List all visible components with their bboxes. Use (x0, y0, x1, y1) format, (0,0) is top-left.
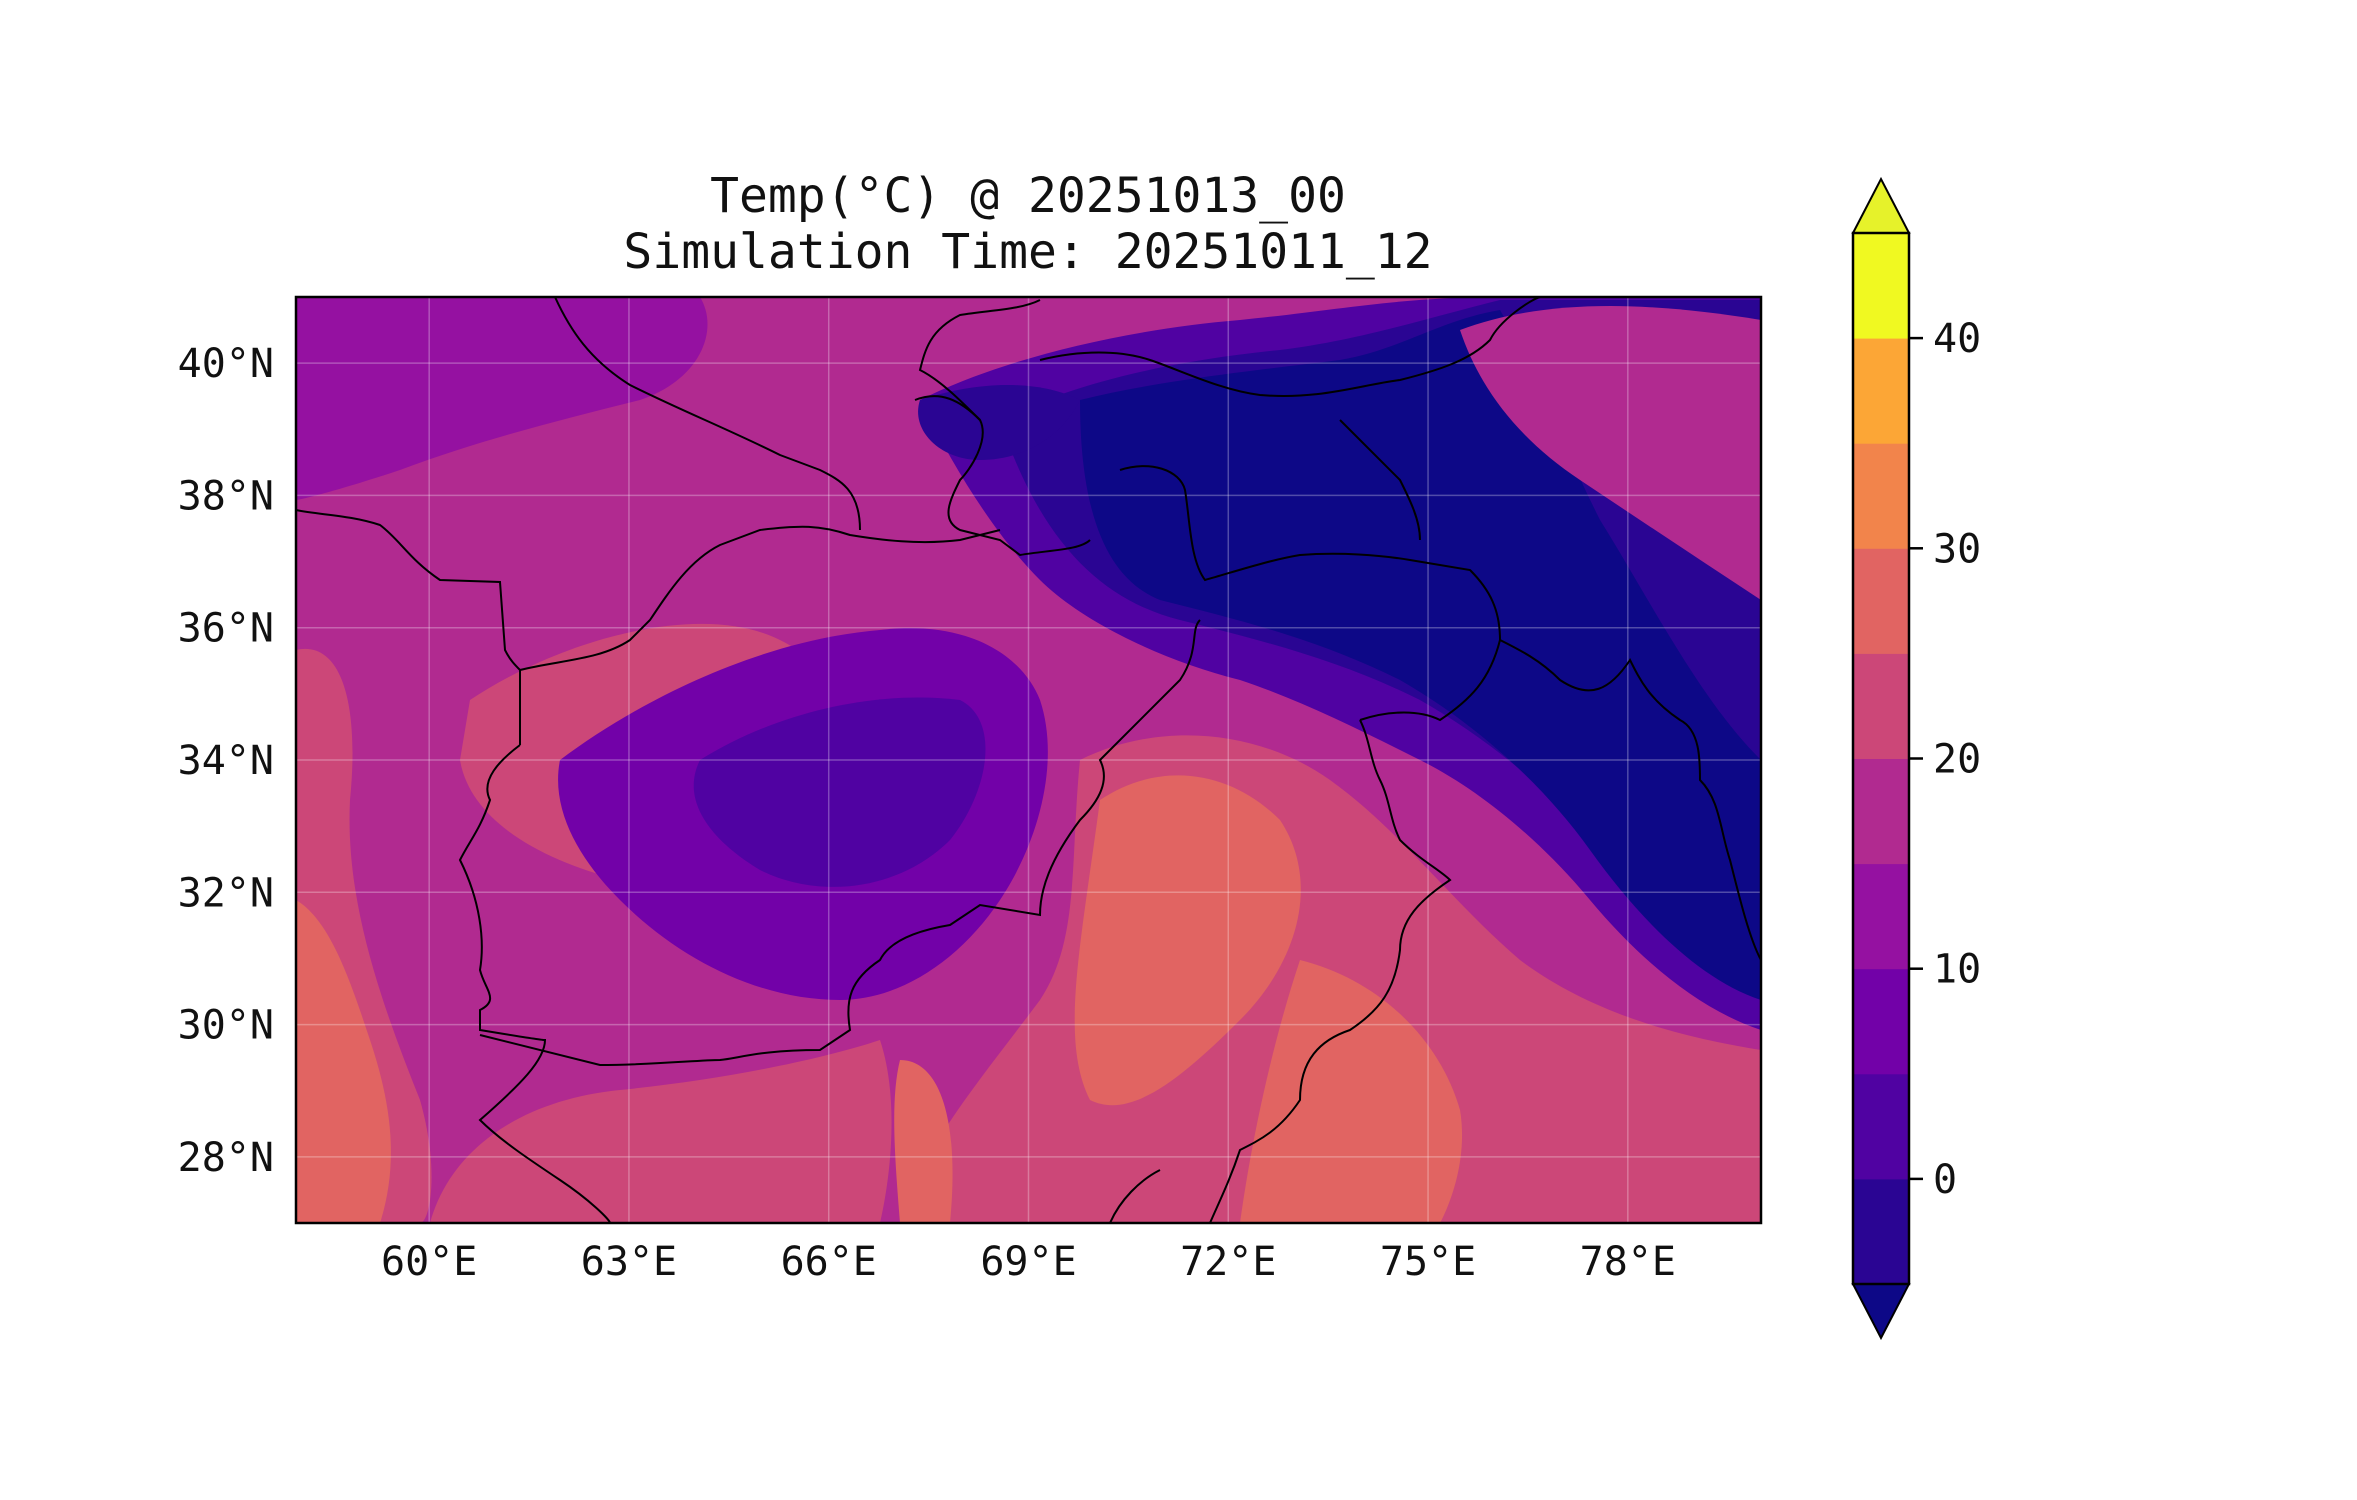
lon-tick-label: 78°E (1580, 1239, 1676, 1285)
colorbar-level (1853, 233, 1909, 339)
gridlines (296, 297, 1761, 1223)
border-kyrgyz-tajik (1039, 297, 1541, 397)
lat-tick-label: 30°N (178, 1003, 274, 1049)
border-pakistan-south (1109, 1169, 1161, 1223)
lat-tick-label: 36°N (178, 606, 274, 652)
colorbar-over-arrow (1851, 176, 1911, 234)
colorbar-tick-label: 40 (1933, 316, 1981, 362)
border-loc (1359, 639, 1501, 722)
region-tarim (1460, 306, 1761, 600)
map-frame (294, 295, 1763, 1225)
colorbar-level (1853, 1178, 1909, 1285)
lon-tick-label: 72°E (1180, 1239, 1276, 1285)
border-iran-turkmen (296, 509, 521, 745)
colorbar-level (1853, 653, 1909, 759)
lat-tick-label: 34°N (178, 738, 274, 784)
colorbar-ticks: 0 10 20 30 40 (1909, 316, 1981, 1203)
border-afghan-pakistan (479, 619, 1201, 1067)
border-tajik-west (914, 395, 1091, 557)
colorbar-level (1853, 1073, 1909, 1180)
region-northwest (296, 297, 708, 500)
colorbar-level (1853, 548, 1909, 654)
lon-tick-label: 63°E (581, 1239, 677, 1285)
colorbar-level (1853, 758, 1909, 865)
colorbar-level (1853, 863, 1909, 970)
temperature-field (296, 297, 1761, 1223)
border-china-tajik (1339, 419, 1421, 541)
colorbar-tick-label: 0 (1933, 1157, 1957, 1203)
region-south-strip-hot (894, 1060, 953, 1223)
colorbar-level (1853, 968, 1909, 1075)
lat-tick-label: 28°N (178, 1135, 274, 1181)
lat-tick-label: 32°N (178, 870, 274, 916)
title-line-2: Simulation Time: 20251011_12 (623, 224, 1432, 280)
region-east-hot (1074, 775, 1301, 1106)
border-afghan-north (519, 525, 1001, 671)
lon-tick-label: 75°E (1380, 1239, 1476, 1285)
lon-tick-label: 60°E (381, 1239, 477, 1285)
border-north-frag (918, 299, 1041, 421)
region-southeast-hot (1240, 960, 1463, 1223)
border-iran-afghan-west (458, 744, 611, 1223)
lat-tick-label: 38°N (178, 473, 274, 519)
colorbar-tick-label: 20 (1933, 737, 1981, 783)
region-northeast-coldest (1080, 310, 1761, 1000)
lon-tick-label: 66°E (781, 1239, 877, 1285)
region-highland-cold (693, 697, 986, 887)
border-wakhan-china (1119, 465, 1501, 641)
colorbar: 0 10 20 30 40 (1851, 176, 1981, 1341)
lat-tick-label: 40°N (178, 341, 274, 387)
lat-axis: 28°N 30°N 32°N 34°N 36°N 38°N 40°N (178, 341, 274, 1181)
border-india-pakistan (1209, 719, 1452, 1223)
country-borders (296, 297, 1761, 1223)
colorbar-tick-label: 10 (1933, 947, 1981, 993)
colorbar-levels (1853, 233, 1909, 1285)
border-kashmir-east (1499, 639, 1761, 961)
colorbar-under-arrow (1851, 1283, 1911, 1341)
lon-axis: 60°E 63°E 66°E 69°E 72°E 75°E 78°E (381, 1239, 1676, 1285)
region-west-hot (296, 900, 391, 1223)
title-line-1: Temp(°C) @ 20251013_00 (710, 168, 1346, 224)
colorbar-level (1853, 443, 1909, 549)
temperature-regions (296, 297, 1761, 1223)
region-south-warm (430, 1040, 892, 1223)
border-turkmen-uzbek (554, 297, 861, 531)
temperature-map: 60°E 63°E 66°E 69°E 72°E 75°E 78°E 28°N 30°N 32°… (178, 295, 1763, 1285)
colorbar-level (1853, 338, 1909, 444)
lon-tick-label: 69°E (980, 1239, 1076, 1285)
colorbar-tick-label: 30 (1933, 526, 1981, 572)
